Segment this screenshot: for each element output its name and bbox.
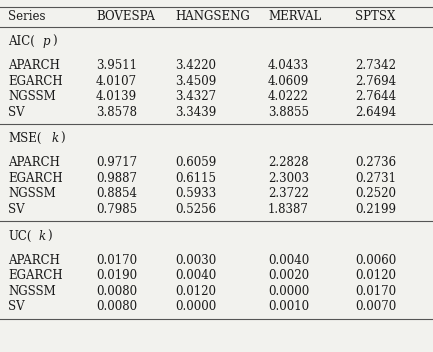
Text: NGSSM: NGSSM bbox=[8, 187, 56, 200]
Text: APARCH: APARCH bbox=[8, 59, 60, 72]
Text: 1.8387: 1.8387 bbox=[268, 203, 309, 216]
Text: BOVESPA: BOVESPA bbox=[96, 10, 155, 23]
Text: APARCH: APARCH bbox=[8, 253, 60, 266]
Text: 3.3439: 3.3439 bbox=[175, 106, 216, 119]
Text: 4.0107: 4.0107 bbox=[96, 75, 137, 88]
Text: 3.8855: 3.8855 bbox=[268, 106, 309, 119]
Text: 0.0170: 0.0170 bbox=[355, 285, 396, 297]
Text: 0.6115: 0.6115 bbox=[175, 172, 216, 185]
Text: 0.0040: 0.0040 bbox=[268, 253, 309, 266]
Text: 0.0070: 0.0070 bbox=[355, 300, 396, 313]
Text: 0.8854: 0.8854 bbox=[96, 187, 137, 200]
Text: 0.0170: 0.0170 bbox=[96, 253, 137, 266]
Text: 2.3003: 2.3003 bbox=[268, 172, 309, 185]
Text: k: k bbox=[39, 230, 45, 243]
Text: 0.0000: 0.0000 bbox=[268, 285, 309, 297]
Text: 0.2731: 0.2731 bbox=[355, 172, 396, 185]
Text: Series: Series bbox=[8, 10, 45, 23]
Text: 2.7342: 2.7342 bbox=[355, 59, 396, 72]
Text: 0.0120: 0.0120 bbox=[175, 285, 216, 297]
Text: 0.0060: 0.0060 bbox=[355, 253, 396, 266]
Text: ): ) bbox=[48, 230, 52, 243]
Text: 4.0433: 4.0433 bbox=[268, 59, 309, 72]
Text: 2.7694: 2.7694 bbox=[355, 75, 396, 88]
Text: SV: SV bbox=[8, 300, 25, 313]
Text: 0.9717: 0.9717 bbox=[96, 156, 137, 169]
Text: 2.6494: 2.6494 bbox=[355, 106, 396, 119]
Text: 3.4509: 3.4509 bbox=[175, 75, 216, 88]
Text: 0.7985: 0.7985 bbox=[96, 203, 137, 216]
Text: MSE(: MSE( bbox=[8, 132, 42, 145]
Text: p: p bbox=[43, 35, 50, 48]
Text: 0.6059: 0.6059 bbox=[175, 156, 216, 169]
Text: 3.9511: 3.9511 bbox=[96, 59, 137, 72]
Text: ): ) bbox=[61, 132, 65, 145]
Text: 4.0139: 4.0139 bbox=[96, 90, 137, 103]
Text: SV: SV bbox=[8, 106, 25, 119]
Text: UC(: UC( bbox=[8, 230, 32, 243]
Text: AIC(: AIC( bbox=[8, 35, 35, 48]
Text: 0.0080: 0.0080 bbox=[96, 300, 137, 313]
Text: SPTSX: SPTSX bbox=[355, 10, 395, 23]
Text: 0.2520: 0.2520 bbox=[355, 187, 396, 200]
Text: 0.2736: 0.2736 bbox=[355, 156, 396, 169]
Text: APARCH: APARCH bbox=[8, 156, 60, 169]
Text: EGARCH: EGARCH bbox=[8, 75, 63, 88]
Text: NGSSM: NGSSM bbox=[8, 285, 56, 297]
Text: NGSSM: NGSSM bbox=[8, 90, 56, 103]
Text: 0.2199: 0.2199 bbox=[355, 203, 396, 216]
Text: 3.4327: 3.4327 bbox=[175, 90, 216, 103]
Text: 0.0030: 0.0030 bbox=[175, 253, 216, 266]
Text: 2.2828: 2.2828 bbox=[268, 156, 309, 169]
Text: 0.0000: 0.0000 bbox=[175, 300, 216, 313]
Text: 0.0080: 0.0080 bbox=[96, 285, 137, 297]
Text: 4.0609: 4.0609 bbox=[268, 75, 309, 88]
Text: 2.3722: 2.3722 bbox=[268, 187, 309, 200]
Text: 0.0190: 0.0190 bbox=[96, 269, 137, 282]
Text: EGARCH: EGARCH bbox=[8, 269, 63, 282]
Text: 0.0010: 0.0010 bbox=[268, 300, 309, 313]
Text: 0.5933: 0.5933 bbox=[175, 187, 216, 200]
Text: EGARCH: EGARCH bbox=[8, 172, 63, 185]
Text: 3.8578: 3.8578 bbox=[96, 106, 137, 119]
Text: ): ) bbox=[52, 35, 57, 48]
Text: 0.9887: 0.9887 bbox=[96, 172, 137, 185]
Text: SV: SV bbox=[8, 203, 25, 216]
Text: 4.0222: 4.0222 bbox=[268, 90, 309, 103]
Text: 3.4220: 3.4220 bbox=[175, 59, 216, 72]
Text: k: k bbox=[51, 132, 58, 145]
Text: 0.0120: 0.0120 bbox=[355, 269, 396, 282]
Text: 0.5256: 0.5256 bbox=[175, 203, 216, 216]
Text: HANGSENG: HANGSENG bbox=[175, 10, 250, 23]
Text: 0.0040: 0.0040 bbox=[175, 269, 216, 282]
Text: MERVAL: MERVAL bbox=[268, 10, 321, 23]
Text: 2.7644: 2.7644 bbox=[355, 90, 396, 103]
Text: 0.0020: 0.0020 bbox=[268, 269, 309, 282]
